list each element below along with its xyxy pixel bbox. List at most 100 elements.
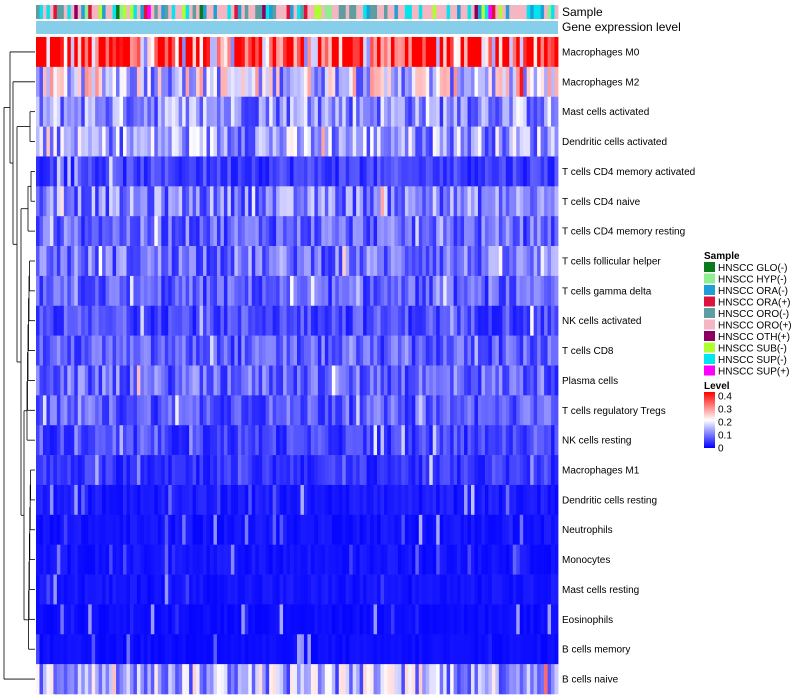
heatmap-cell — [223, 156, 228, 187]
heatmap-cell — [349, 484, 354, 516]
heatmap-cell — [109, 275, 113, 307]
heatmap-cell — [210, 484, 214, 516]
heatmap-cell — [310, 365, 315, 396]
heatmap-cell — [331, 305, 336, 336]
heatmap-cell — [42, 574, 47, 605]
heatmap-cell — [401, 186, 406, 217]
heatmap-cell — [164, 335, 169, 366]
heatmap-cell — [241, 156, 246, 187]
heatmap-cell — [157, 66, 162, 98]
heatmap-cell — [168, 484, 173, 516]
heatmap-cell — [150, 365, 155, 396]
heatmap-cell — [335, 484, 340, 516]
heatmap-cell — [244, 216, 249, 247]
heatmap-cell — [530, 455, 535, 486]
heatmap-cell — [540, 275, 545, 307]
heatmap-cell — [446, 216, 451, 247]
heatmap-cell — [133, 156, 138, 187]
heatmap-cell — [457, 96, 461, 127]
heatmap-cell — [286, 126, 291, 157]
heatmap-cell — [283, 305, 287, 336]
heatmap-cell — [227, 574, 232, 605]
sample-annotation-cell — [328, 5, 333, 19]
heatmap-cell — [530, 66, 535, 98]
heatmap-cell — [397, 156, 402, 187]
heatmap-cell — [359, 246, 364, 277]
heatmap-cell — [140, 275, 145, 307]
heatmap-cell — [39, 126, 44, 157]
heatmap-cell — [265, 395, 270, 426]
sample-annotation-cell — [502, 5, 507, 19]
heatmap-cell — [474, 664, 479, 695]
heatmap-cell — [223, 216, 228, 247]
heatmap-cell — [230, 96, 235, 127]
heatmap-cell — [366, 455, 371, 486]
sample-annotation-cell — [185, 5, 190, 19]
heatmap-cell — [300, 664, 305, 695]
heatmap-cell — [394, 96, 399, 127]
sample-annotation-cell — [460, 5, 465, 19]
heatmap-cell — [136, 574, 141, 605]
heatmap-cell — [95, 37, 100, 68]
heatmap-cell — [67, 455, 72, 486]
heatmap-cell — [230, 156, 235, 187]
heatmap-cell — [384, 514, 388, 545]
heatmap-cell — [394, 664, 399, 695]
heatmap-cell — [39, 455, 44, 486]
heatmap-cell — [70, 216, 75, 247]
heatmap-cell — [554, 604, 559, 635]
heatmap-cell — [161, 156, 166, 187]
heatmap-cell — [164, 544, 169, 575]
heatmap-cell — [450, 126, 454, 157]
heatmap-cell — [248, 574, 253, 605]
heatmap-cell — [317, 66, 322, 98]
heatmap-cell — [251, 484, 256, 516]
heatmap-cell — [244, 365, 249, 396]
heatmap-cell — [213, 365, 218, 396]
heatmap-cell — [387, 574, 392, 605]
heatmap-cell — [36, 37, 40, 68]
sample-annotation-cell — [495, 5, 500, 19]
heatmap-cell — [390, 335, 395, 366]
heatmap-cell — [384, 664, 388, 695]
heatmap-cell — [283, 96, 287, 127]
heatmap-cell — [464, 186, 468, 217]
heatmap-cell — [77, 275, 82, 307]
heatmap-cell — [272, 544, 277, 575]
heatmap-cell — [164, 96, 169, 127]
heatmap-cell — [258, 544, 263, 575]
annotation-label-sample: Sample — [562, 5, 603, 19]
heatmap-cell — [63, 186, 68, 217]
heatmap-cell — [342, 395, 347, 426]
heatmap-cell — [46, 156, 51, 187]
heatmap-cell — [56, 186, 61, 217]
heatmap-cell — [109, 544, 113, 575]
heatmap-cell — [297, 514, 301, 545]
heatmap-cell — [126, 455, 131, 486]
heatmap-cell — [56, 604, 61, 635]
heatmap-cell — [432, 216, 437, 247]
heatmap-cell — [349, 216, 354, 247]
heatmap-cell — [185, 574, 190, 605]
heatmap-cell — [377, 96, 381, 127]
heatmap-cell — [164, 186, 169, 217]
heatmap-cell — [307, 604, 312, 635]
heatmap-cell — [446, 66, 451, 98]
heatmap-cell — [335, 126, 340, 157]
heatmap-cell — [498, 275, 503, 307]
heatmap-cell — [537, 425, 541, 456]
heatmap-cell — [283, 66, 287, 98]
heatmap-cell — [230, 514, 235, 545]
heatmap-cell — [352, 574, 357, 605]
heatmap-cell — [477, 126, 482, 157]
heatmap-cell — [157, 634, 162, 665]
heatmap-cell — [77, 634, 82, 665]
heatmap-cell — [359, 425, 364, 456]
heatmap-cell — [157, 664, 162, 695]
heatmap-cell — [290, 246, 294, 277]
heatmap-cell — [168, 514, 173, 545]
heatmap-cell — [196, 514, 200, 545]
heatmap-cell — [477, 425, 482, 456]
heatmap-cell — [317, 514, 322, 545]
heatmap-cell — [67, 365, 72, 396]
